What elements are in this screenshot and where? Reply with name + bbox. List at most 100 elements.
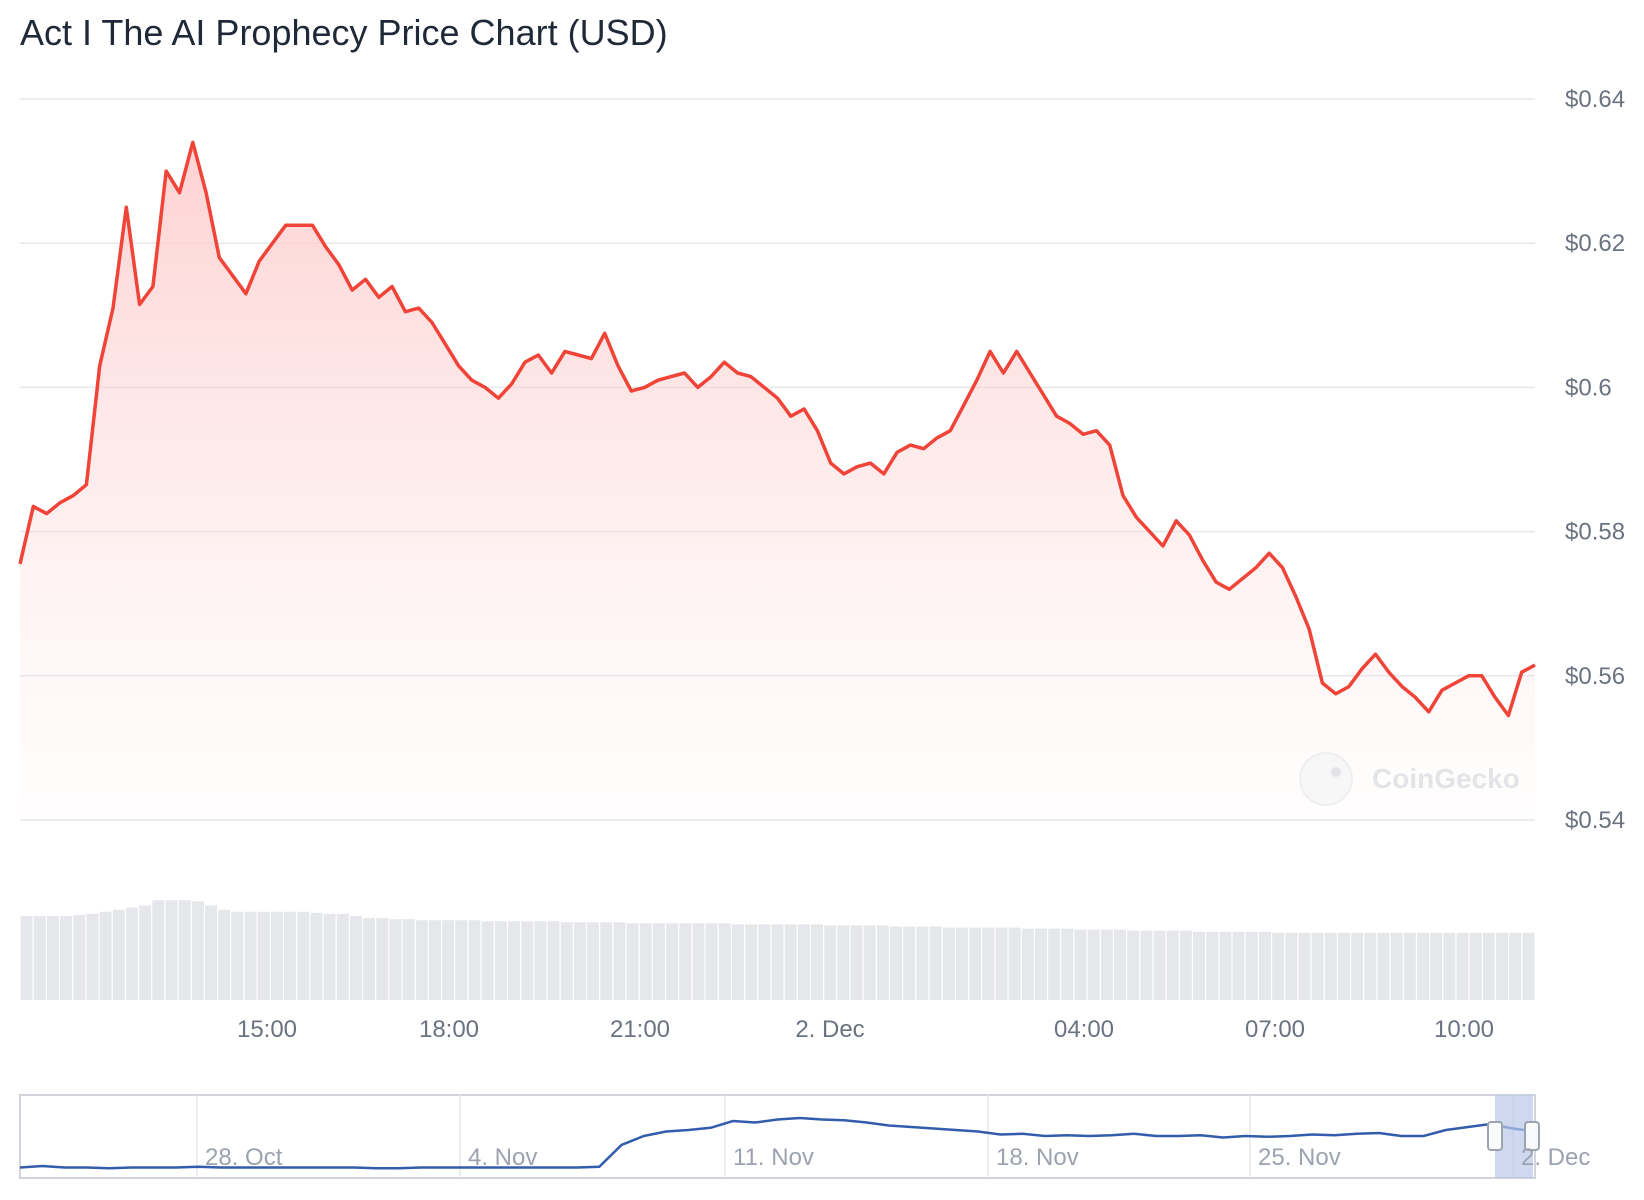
coingecko-watermark: CoinGecko — [1299, 752, 1520, 806]
navigator-tick-label: 25. Nov — [1258, 1144, 1341, 1171]
volume-bar — [1021, 928, 1034, 1000]
volume-bar — [152, 900, 165, 1000]
volume-bar — [178, 900, 191, 1000]
volume-bar — [1377, 932, 1390, 1000]
volume-bar — [244, 911, 257, 1000]
volume-bar — [863, 925, 876, 1000]
volume-bar — [125, 907, 138, 1000]
volume-bar — [231, 911, 244, 1000]
volume-bar — [73, 914, 86, 1000]
volume-bar — [60, 916, 73, 1000]
y-tick-label: $0.6 — [1565, 374, 1612, 401]
price-line[interactable] — [18, 140, 1536, 718]
volume-bar — [955, 927, 968, 1000]
volume-bar — [718, 923, 731, 1000]
watermark-text: CoinGecko — [1372, 763, 1520, 794]
volume-bar — [745, 924, 758, 1000]
volume-bar — [1364, 932, 1377, 1000]
navigator-left-handle[interactable] — [1487, 1121, 1503, 1151]
volume-bar — [1008, 927, 1021, 1000]
volume-bar — [1298, 932, 1311, 1000]
volume-bar — [139, 905, 152, 1000]
navigator-tick-label: 18. Nov — [996, 1144, 1079, 1171]
volume-bar — [942, 927, 955, 1000]
volume-bar — [1193, 931, 1206, 1000]
volume-bar — [705, 923, 718, 1000]
volume-bar — [1232, 931, 1245, 1000]
x-tick-label: 21:00 — [610, 1016, 670, 1043]
volume-bar — [1114, 929, 1127, 1000]
x-axis-ticks: 15:00 18:00 21:00 2. Dec 04:00 07:00 10:00 — [237, 1016, 1494, 1043]
navigator-tick-label: 11. Nov — [733, 1144, 814, 1171]
navigator[interactable]: 28. Oct 4. Nov 11. Nov 18. Nov 25. Nov 2. Dec — [19, 1094, 1590, 1179]
y-tick-label: $0.64 — [1565, 86, 1625, 113]
volume-bar — [1417, 932, 1430, 1000]
volume-bar — [890, 926, 903, 1000]
volume-bar — [837, 925, 850, 1000]
y-tick-label: $0.62 — [1565, 230, 1625, 257]
volume-bar — [1245, 931, 1258, 1000]
volume-bar — [1140, 930, 1153, 1000]
volume-bar — [1403, 932, 1416, 1000]
volume-bar — [442, 920, 455, 1000]
volume-bar — [284, 911, 297, 1000]
volume-bar — [1206, 931, 1219, 1000]
gecko-eye-icon — [1331, 767, 1341, 777]
y-tick-label: $0.54 — [1565, 807, 1625, 834]
y-tick-label: $0.58 — [1565, 519, 1625, 546]
volume-bar — [1430, 932, 1443, 1000]
volume-bar — [929, 926, 942, 1000]
volume-bar — [587, 922, 600, 1000]
volume-bar — [521, 921, 534, 1000]
x-tick-label: 07:00 — [1245, 1016, 1305, 1043]
volume-bar — [626, 923, 639, 1000]
volume-bar — [1048, 928, 1061, 1000]
volume-bar — [850, 925, 863, 1000]
volume-bar — [1469, 932, 1482, 1000]
volume-bar — [1219, 931, 1232, 1000]
price-area-fill — [20, 142, 1535, 821]
volume-bar — [389, 919, 402, 1000]
volume-bar — [679, 923, 692, 1000]
navigator-right-handle[interactable] — [1524, 1121, 1540, 1151]
volume-bar — [323, 913, 336, 1000]
volume-bar — [876, 925, 889, 1000]
volume-bar — [336, 913, 349, 1000]
volume-bar — [639, 923, 652, 1000]
volume-bar — [1496, 932, 1509, 1000]
x-tick-label: 2. Dec — [795, 1016, 864, 1043]
volume-bar — [1258, 931, 1271, 1000]
volume-bar — [600, 922, 613, 1000]
volume-bar — [455, 920, 468, 1000]
volume-bar — [112, 909, 125, 1000]
volume-bar — [1509, 932, 1522, 1000]
chart-title: Act I The AI Prophecy Price Chart (USD) — [20, 12, 668, 53]
volume-bar — [811, 924, 824, 1000]
volume-bar — [547, 921, 560, 1000]
volume-bar — [652, 923, 665, 1000]
navigator-ticks: 28. Oct 4. Nov 11. Nov 18. Nov 25. Nov 2. Dec — [205, 1144, 1590, 1171]
volume-bar — [969, 927, 982, 1000]
volume-bar — [33, 916, 46, 1000]
volume-bar — [1482, 932, 1495, 1000]
volume-bar — [86, 913, 99, 1000]
volume-bar — [1179, 930, 1192, 1000]
navigator-tick-label: 28. Oct — [205, 1144, 283, 1171]
volume-bar — [270, 911, 283, 1000]
volume-bar — [1166, 930, 1179, 1000]
volume-bar — [613, 922, 626, 1000]
y-tick-label: $0.56 — [1565, 663, 1625, 690]
gecko-logo-icon — [1299, 752, 1353, 806]
volume-bar — [982, 927, 995, 1000]
volume-bar — [205, 905, 218, 1000]
volume-bar — [1272, 932, 1285, 1000]
volume-bar — [494, 921, 507, 1000]
volume-bar — [1153, 930, 1166, 1000]
volume-bar — [428, 920, 441, 1000]
volume-bar — [297, 911, 310, 1000]
volume-bar — [310, 912, 323, 1000]
volume-bar — [46, 916, 59, 1000]
volume-bar — [1390, 932, 1403, 1000]
x-tick-label: 18:00 — [419, 1016, 479, 1043]
